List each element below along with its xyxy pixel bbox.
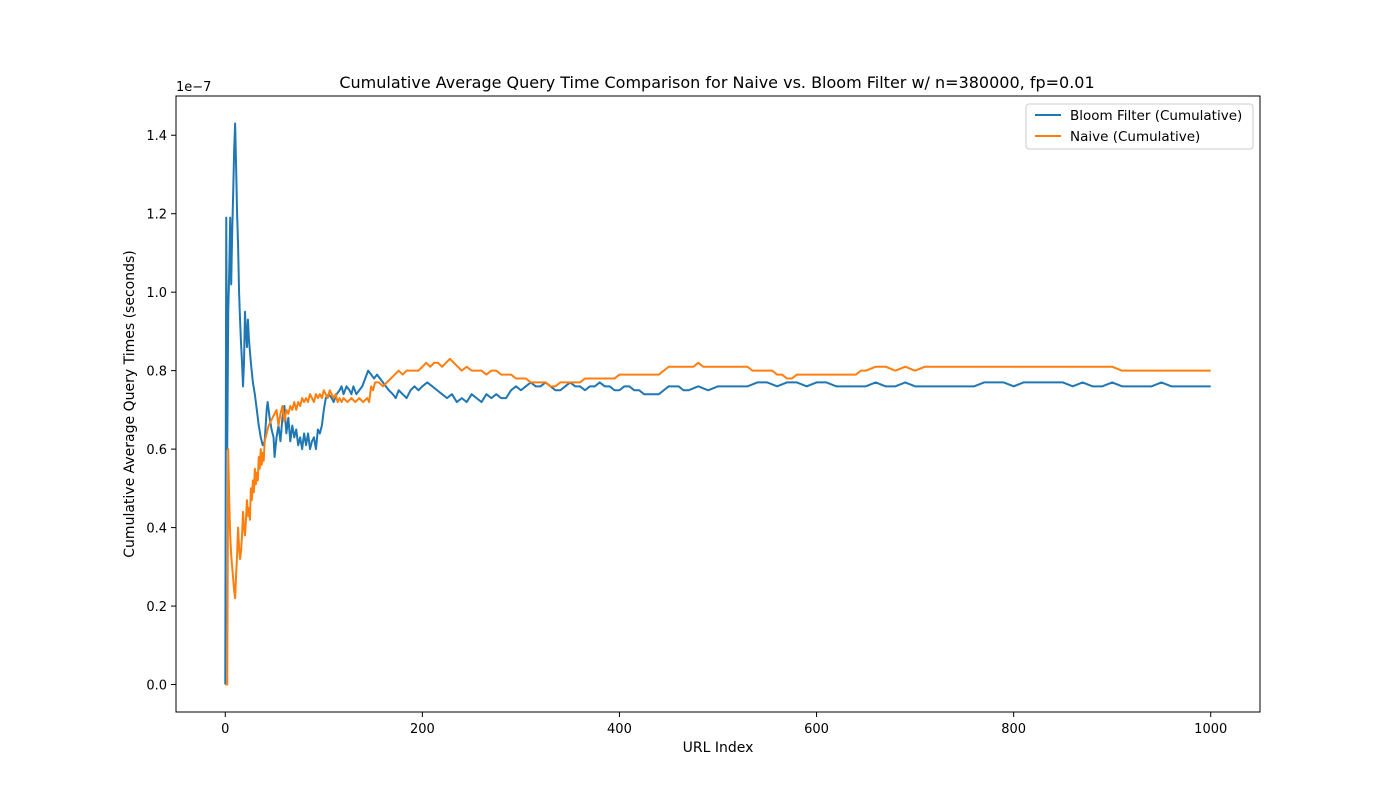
x-tick-label: 0 (221, 722, 229, 737)
y-tick-label: 1.0 (146, 286, 167, 301)
y-tick-label: 0.8 (146, 365, 167, 380)
x-tick-label: 400 (607, 722, 632, 737)
y-axis-offset-label: 1e−7 (176, 80, 211, 95)
plot-frame (175, 95, 1261, 713)
x-tick-label: 800 (1001, 722, 1026, 737)
y-axis-ticks: 0.0 0.2 0.4 0.6 0.8 1.0 1.2 1.4 (146, 129, 176, 694)
legend-box (1025, 103, 1254, 150)
x-axis-title: URL Index (683, 740, 754, 756)
legend-label-naive: Naive (Cumulative) (1070, 129, 1200, 145)
series-layer (224, 122, 1211, 686)
series-line-bloom-filter-cumulative (224, 122, 1211, 685)
x-tick-label: 600 (804, 722, 829, 737)
y-tick-label: 1.2 (146, 208, 167, 223)
series-line-naive-cumulative (225, 357, 1211, 686)
x-tick-label: 200 (410, 722, 435, 737)
y-tick-label: 0.4 (146, 522, 167, 537)
y-tick-label: 0.0 (146, 679, 167, 694)
chart-title: Cumulative Average Query Time Comparison… (339, 73, 1094, 92)
y-axis-title: Cumulative Average Query Times (seconds) (122, 250, 138, 557)
legend-label-bloom-filter: Bloom Filter (Cumulative) (1070, 108, 1242, 124)
legend: Bloom Filter (Cumulative) Naive (Cumulat… (1025, 103, 1254, 150)
x-tick-label: 1000 (1194, 722, 1227, 737)
y-tick-label: 0.2 (146, 600, 167, 615)
x-axis-ticks: 0 200 400 600 800 1000 (221, 712, 1227, 737)
y-tick-label: 1.4 (146, 129, 167, 144)
y-tick-label: 0.6 (146, 443, 167, 458)
